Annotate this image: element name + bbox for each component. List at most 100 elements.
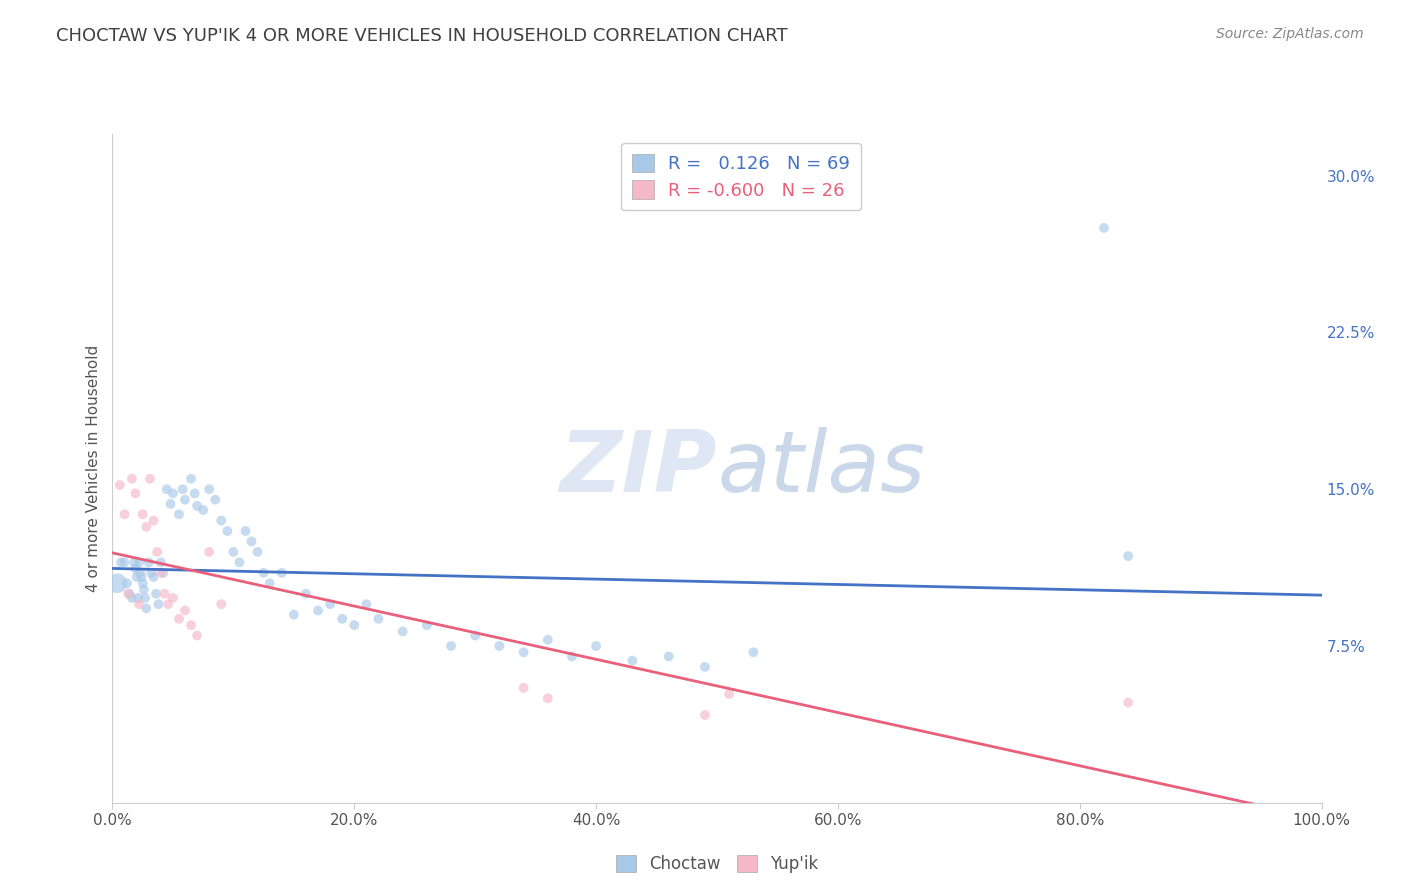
Point — [356, 597, 378, 611]
Point — [391, 624, 413, 639]
Point — [1092, 220, 1115, 235]
Point — [129, 566, 152, 580]
Point — [742, 645, 765, 659]
Point — [198, 545, 221, 559]
Point — [128, 555, 150, 569]
Point — [139, 472, 162, 486]
Point — [416, 618, 439, 632]
Point — [124, 486, 146, 500]
Point — [153, 587, 176, 601]
Point — [183, 486, 205, 500]
Point — [440, 639, 463, 653]
Point — [159, 497, 181, 511]
Text: ZIP: ZIP — [560, 426, 717, 510]
Point — [253, 566, 276, 580]
Point — [121, 591, 143, 605]
Point — [132, 576, 155, 591]
Point — [512, 681, 534, 695]
Point — [246, 545, 269, 559]
Point — [1116, 696, 1139, 710]
Point — [152, 566, 174, 580]
Point — [270, 566, 292, 580]
Point — [167, 612, 190, 626]
Point — [145, 587, 167, 601]
Point — [135, 520, 157, 534]
Point — [162, 486, 184, 500]
Point — [142, 570, 165, 584]
Text: Source: ZipAtlas.com: Source: ZipAtlas.com — [1216, 27, 1364, 41]
Point — [307, 603, 329, 617]
Point — [217, 524, 239, 538]
Point — [658, 649, 681, 664]
Point — [125, 570, 148, 584]
Point — [186, 499, 208, 513]
Point — [180, 472, 202, 486]
Y-axis label: 4 or more Vehicles in Household: 4 or more Vehicles in Household — [86, 344, 101, 592]
Point — [141, 566, 163, 580]
Point — [135, 601, 157, 615]
Point — [172, 482, 194, 496]
Point — [148, 597, 170, 611]
Point — [1116, 549, 1139, 563]
Point — [110, 555, 132, 569]
Point — [138, 555, 160, 569]
Point — [537, 632, 560, 647]
Point — [121, 472, 143, 486]
Point — [186, 628, 208, 642]
Point — [157, 597, 180, 611]
Point — [718, 687, 741, 701]
Point — [115, 576, 138, 591]
Point — [235, 524, 257, 538]
Point — [132, 508, 155, 522]
Point — [209, 514, 232, 528]
Point — [117, 587, 139, 601]
Point — [146, 545, 169, 559]
Point — [693, 660, 716, 674]
Point — [162, 591, 184, 605]
Point — [222, 545, 245, 559]
Point — [464, 628, 486, 642]
Point — [537, 691, 560, 706]
Point — [156, 482, 179, 496]
Point — [295, 587, 318, 601]
Point — [283, 607, 305, 622]
Point — [488, 639, 510, 653]
Point — [142, 514, 165, 528]
Point — [114, 555, 136, 569]
Point — [191, 503, 214, 517]
Text: atlas: atlas — [717, 426, 925, 510]
Point — [134, 591, 156, 605]
Point — [114, 508, 136, 522]
Point — [585, 639, 607, 653]
Legend: Choctaw, Yup'ik: Choctaw, Yup'ik — [607, 847, 827, 881]
Point — [174, 492, 197, 507]
Point — [149, 566, 172, 580]
Point — [128, 597, 150, 611]
Point — [105, 576, 128, 591]
Point — [167, 508, 190, 522]
Point — [174, 603, 197, 617]
Point — [319, 597, 342, 611]
Point — [512, 645, 534, 659]
Point — [343, 618, 366, 632]
Point — [198, 482, 221, 496]
Point — [122, 555, 145, 569]
Point — [149, 555, 172, 569]
Point — [561, 649, 583, 664]
Point — [108, 478, 131, 492]
Point — [228, 555, 250, 569]
Point — [621, 654, 644, 668]
Point — [204, 492, 226, 507]
Point — [132, 582, 155, 597]
Point — [180, 618, 202, 632]
Point — [131, 570, 153, 584]
Point — [240, 534, 263, 549]
Point — [259, 576, 281, 591]
Text: CHOCTAW VS YUP'IK 4 OR MORE VEHICLES IN HOUSEHOLD CORRELATION CHART: CHOCTAW VS YUP'IK 4 OR MORE VEHICLES IN … — [56, 27, 787, 45]
Point — [124, 562, 146, 576]
Point — [367, 612, 389, 626]
Point — [209, 597, 232, 611]
Point — [118, 587, 141, 601]
Point — [693, 708, 716, 723]
Point — [330, 612, 353, 626]
